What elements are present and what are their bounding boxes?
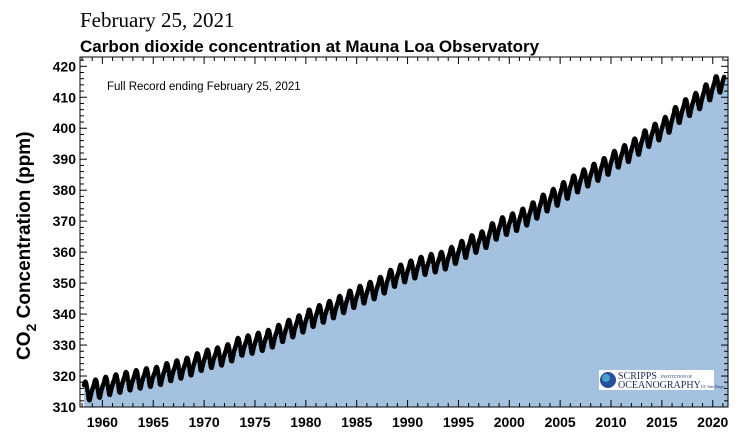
svg-text:INSTITUTION OF: INSTITUTION OF — [661, 374, 693, 379]
x-tick-label: 2010 — [595, 414, 626, 430]
scripps-logo: SCRIPPS INSTITUTION OF OCEANOGRAPHY UC S… — [599, 370, 724, 391]
x-tick-label: 1985 — [341, 414, 372, 430]
y-tick-label: 310 — [53, 399, 77, 415]
data-points — [81, 74, 727, 403]
svg-text:UC San Diego: UC San Diego — [701, 384, 724, 389]
svg-text:SCRIPPS: SCRIPPS — [618, 371, 657, 382]
plot-frame — [79, 56, 729, 408]
annotation: Full Record ending February 25, 2021 — [107, 81, 301, 93]
x-tick-label: 1960 — [87, 414, 118, 430]
y-tick-label: 330 — [53, 337, 77, 353]
y-tick-label: 320 — [53, 368, 77, 384]
y-tick-label: 350 — [53, 275, 77, 291]
y-axis-label: CO2 Concentration (ppm) — [14, 132, 39, 360]
x-tick-label: 1990 — [392, 414, 423, 430]
x-tick-label: 1975 — [239, 414, 270, 430]
y-tick-label: 420 — [53, 58, 77, 74]
svg-text:OCEANOGRAPHY: OCEANOGRAPHY — [618, 380, 701, 391]
x-tick-label: 1965 — [138, 414, 169, 430]
x-tick-label: 1970 — [189, 414, 220, 430]
x-tick-label: 2000 — [494, 414, 525, 430]
y-tick-label: 390 — [53, 151, 77, 167]
y-tick-label: 370 — [53, 213, 77, 229]
x-tick-label: 2005 — [545, 414, 576, 430]
y-tick-label: 380 — [53, 182, 77, 198]
y-tick-label: 410 — [53, 89, 77, 105]
plot-area: 1960 1965 1970 1975 1980 1985 1990 1995 2000 2005… — [53, 56, 729, 430]
x-tick-label: 2020 — [697, 414, 728, 430]
y-tick-label: 360 — [53, 244, 77, 260]
date-heading: February 25, 2021 — [80, 8, 235, 32]
axis-ticks: 1960 1965 1970 1975 1980 1985 1990 1995 2000 2005… — [53, 57, 729, 430]
x-tick-label: 2015 — [646, 414, 677, 430]
x-tick-label: 1995 — [443, 414, 474, 430]
chart-title: Carbon dioxide concentration at Mauna Lo… — [80, 37, 540, 56]
data-point — [721, 74, 727, 80]
x-tick-label: 1980 — [290, 414, 321, 430]
area-fill — [84, 76, 728, 408]
y-tick-label: 400 — [53, 120, 77, 136]
y-tick-label: 340 — [53, 306, 77, 322]
